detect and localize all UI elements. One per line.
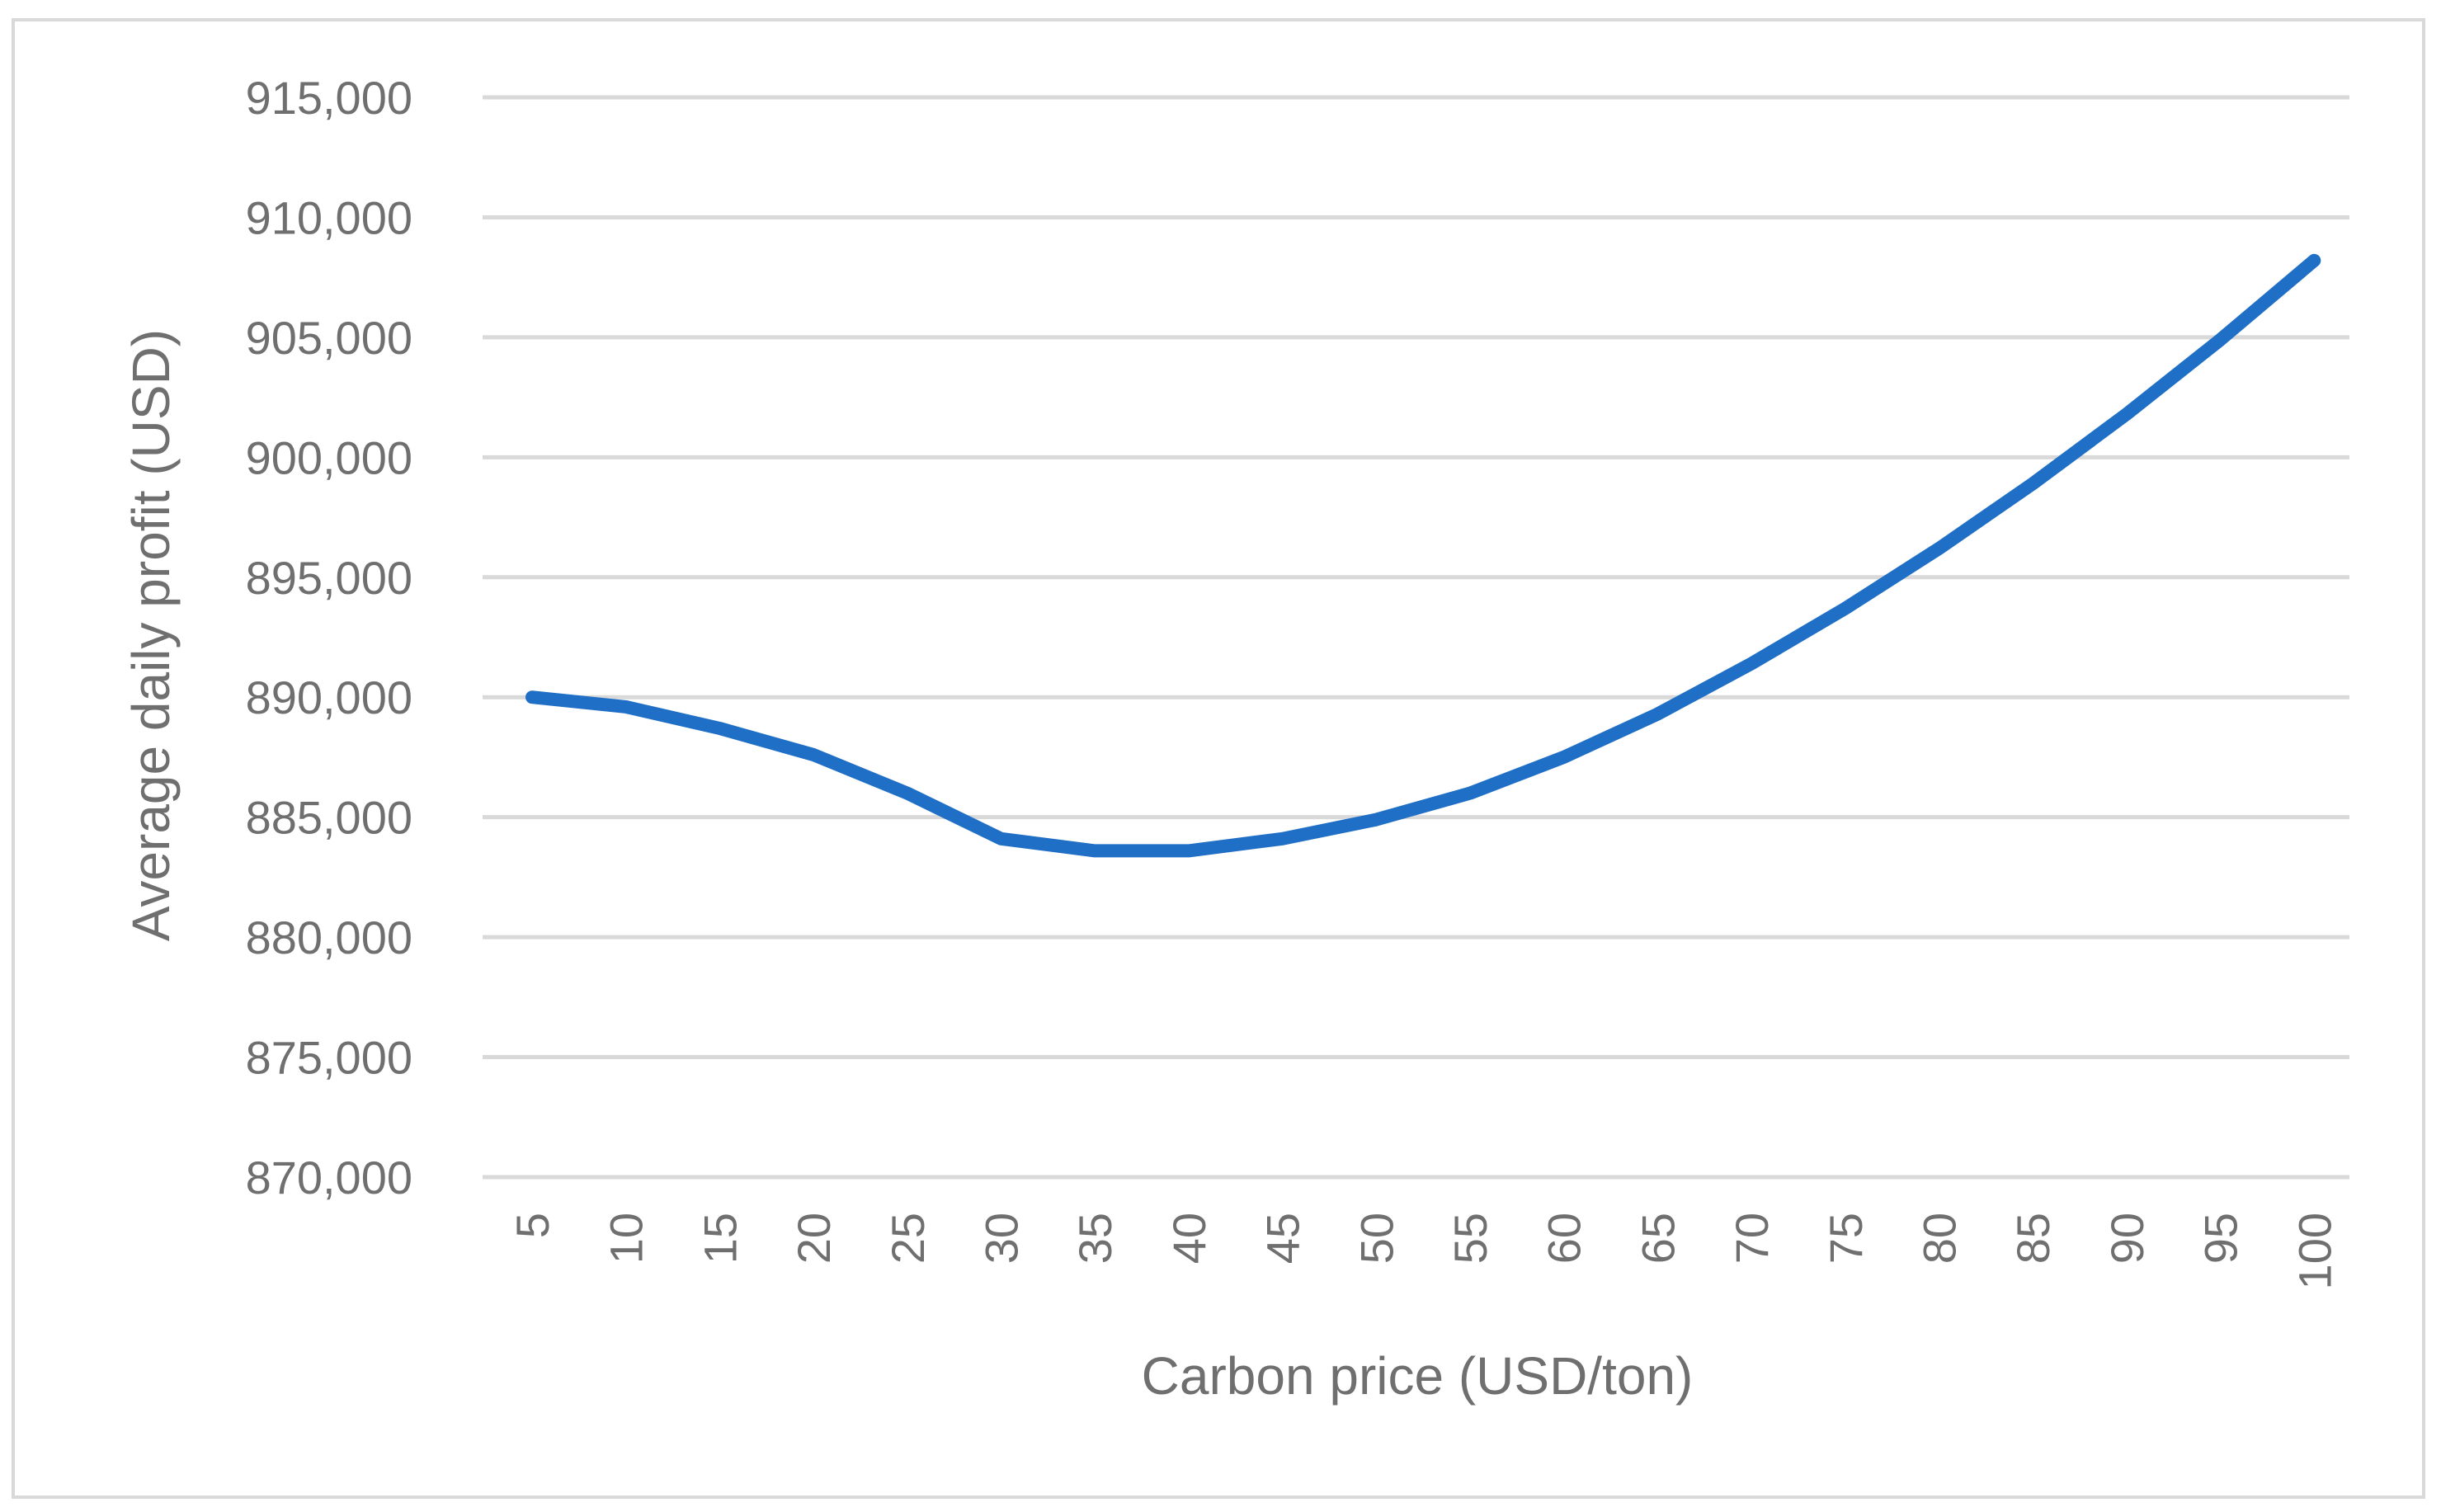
- x-tick-label: 35: [1069, 1213, 1121, 1264]
- y-tick-label: 890,000: [246, 671, 412, 723]
- y-axis-title: Average daily profit (USD): [121, 329, 181, 941]
- y-tick-label: 900,000: [246, 431, 412, 483]
- y-tick-label: 905,000: [246, 312, 412, 364]
- x-tick-label: 25: [882, 1213, 934, 1264]
- y-axis-tick-labels: 870,000 875,000 880,000 885,000 890,000 895,0…: [246, 72, 412, 1203]
- x-tick-label: 80: [1914, 1213, 1966, 1264]
- x-tick-label: 45: [1257, 1213, 1309, 1264]
- y-tick-label: 870,000: [246, 1152, 412, 1203]
- y-tick-label: 880,000: [246, 911, 412, 963]
- x-tick-label: 5: [507, 1213, 558, 1238]
- x-tick-label: 95: [2195, 1213, 2247, 1264]
- x-axis-tick-labels: 5 10 15 20 25 30 35 40 45 50 55 60 65 70 75 80 85 90 95 100: [507, 1213, 2340, 1289]
- x-tick-label: 70: [1726, 1213, 1778, 1264]
- gridlines: [483, 95, 2349, 1180]
- chart-frame: [12, 18, 2425, 1499]
- x-tick-label: 20: [788, 1213, 840, 1264]
- x-tick-label: 40: [1163, 1213, 1215, 1264]
- x-tick-label: 100: [2288, 1213, 2340, 1289]
- x-tick-label: 55: [1444, 1213, 1496, 1264]
- series-layer: [525, 253, 2321, 858]
- y-tick-label: 915,000: [246, 72, 412, 124]
- x-tick-label: 75: [1820, 1213, 1872, 1264]
- x-tick-label: 15: [694, 1213, 746, 1264]
- y-tick-label: 895,000: [246, 552, 412, 604]
- x-tick-label: 90: [2101, 1213, 2153, 1264]
- series-line: [525, 253, 2321, 858]
- y-tick-label: 885,000: [246, 792, 412, 844]
- x-axis-title: Carbon price (USD/ton): [1142, 1346, 1694, 1406]
- x-tick-label: 30: [976, 1213, 1028, 1264]
- y-tick-label: 910,000: [246, 191, 412, 243]
- x-tick-label: 60: [1539, 1213, 1590, 1264]
- x-tick-label: 65: [1632, 1213, 1684, 1264]
- y-tick-label: 875,000: [246, 1032, 412, 1084]
- x-tick-label: 50: [1350, 1213, 1402, 1264]
- x-tick-label: 10: [601, 1213, 653, 1264]
- x-tick-label: 85: [2007, 1213, 2059, 1264]
